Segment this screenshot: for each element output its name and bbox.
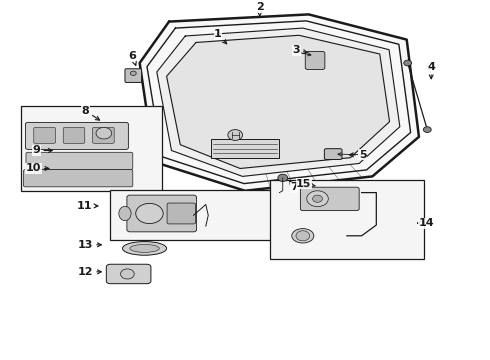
- Circle shape: [136, 203, 163, 224]
- Bar: [110, 190, 280, 240]
- FancyBboxPatch shape: [63, 127, 85, 143]
- Polygon shape: [167, 35, 390, 168]
- Text: 3: 3: [293, 45, 307, 55]
- FancyBboxPatch shape: [93, 127, 114, 143]
- Text: 13: 13: [78, 240, 101, 250]
- Text: 9: 9: [33, 145, 52, 156]
- Ellipse shape: [292, 229, 314, 243]
- FancyBboxPatch shape: [26, 152, 133, 170]
- Bar: [211, 139, 279, 158]
- Text: 11: 11: [76, 201, 98, 211]
- Circle shape: [130, 71, 136, 76]
- Bar: [270, 180, 424, 259]
- Text: 2: 2: [256, 2, 264, 16]
- FancyBboxPatch shape: [25, 122, 128, 149]
- Circle shape: [96, 127, 112, 139]
- Text: 10: 10: [25, 163, 49, 174]
- Text: 1: 1: [214, 29, 227, 44]
- Polygon shape: [157, 28, 400, 176]
- Text: 12: 12: [78, 267, 101, 277]
- FancyBboxPatch shape: [127, 195, 196, 232]
- Text: 6: 6: [128, 51, 136, 66]
- Polygon shape: [140, 14, 419, 191]
- Text: 4: 4: [427, 62, 435, 79]
- Ellipse shape: [130, 244, 159, 252]
- Text: 8: 8: [82, 106, 99, 120]
- Text: 14: 14: [417, 218, 434, 228]
- FancyBboxPatch shape: [167, 203, 196, 224]
- Text: 15: 15: [296, 179, 315, 189]
- Circle shape: [228, 130, 243, 140]
- FancyBboxPatch shape: [34, 127, 55, 143]
- Text: 7: 7: [290, 181, 298, 192]
- FancyBboxPatch shape: [106, 264, 151, 284]
- FancyBboxPatch shape: [300, 187, 359, 211]
- Text: 5: 5: [349, 150, 367, 160]
- Circle shape: [423, 127, 431, 132]
- Ellipse shape: [119, 206, 131, 221]
- Circle shape: [404, 60, 412, 66]
- FancyBboxPatch shape: [324, 149, 342, 159]
- Circle shape: [313, 195, 322, 202]
- Circle shape: [296, 231, 310, 241]
- FancyBboxPatch shape: [24, 170, 133, 187]
- FancyBboxPatch shape: [125, 69, 142, 82]
- Circle shape: [121, 269, 134, 279]
- FancyBboxPatch shape: [305, 51, 325, 69]
- Circle shape: [278, 174, 288, 181]
- Circle shape: [307, 191, 328, 207]
- Ellipse shape: [122, 242, 167, 255]
- Bar: [21, 106, 162, 191]
